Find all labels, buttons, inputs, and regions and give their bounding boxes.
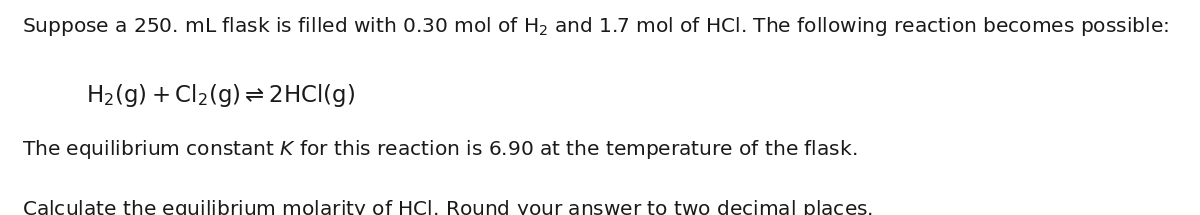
Text: Suppose a 250. mL flask is filled with 0.30 mol of H$_\mathregular{2}$ and 1.7 m: Suppose a 250. mL flask is filled with 0… [22,15,1169,38]
Text: $\mathsf{H_2(g) + Cl_2(g) \rightleftharpoons 2HCl(g)}$: $\mathsf{H_2(g) + Cl_2(g) \rightleftharp… [86,82,355,109]
Text: Calculate the equilibrium molarity of $\mathrm{HCl}$. Round your answer to two d: Calculate the equilibrium molarity of $\… [22,198,872,215]
Text: The equilibrium constant $\mathit{K}$ for this reaction is 6.90 at the temperatu: The equilibrium constant $\mathit{K}$ fo… [22,138,857,161]
